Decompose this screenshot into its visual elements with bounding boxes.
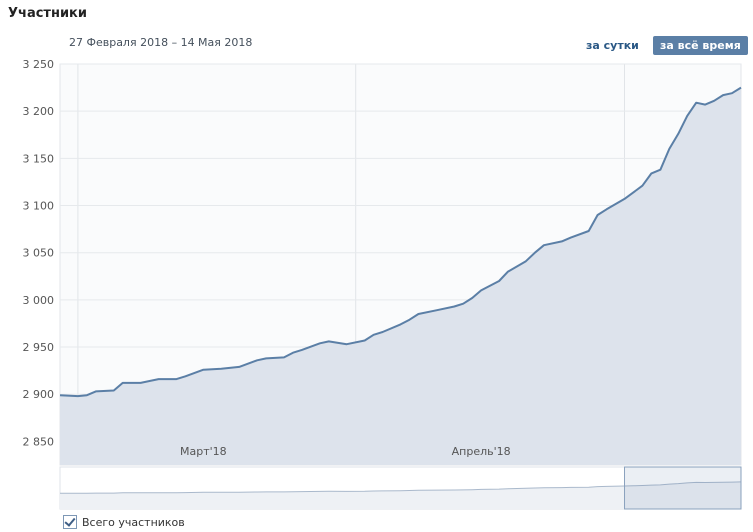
page-title: Участники: [8, 6, 87, 21]
y-tick-label: 3 250: [23, 58, 55, 71]
period-all-button[interactable]: за всё время: [653, 36, 748, 55]
y-tick-label: 2 850: [23, 435, 55, 448]
navigator-selection: [624, 466, 742, 510]
members-chart: 3 250 3 200 3 150 3 100 3 050 3 000 2 950 2 900…: [23, 58, 742, 510]
y-tick-label: 3 000: [23, 294, 55, 307]
y-tick-label: 2 950: [23, 341, 55, 354]
legend: Всего участников: [63, 514, 185, 530]
y-tick-label: 3 200: [23, 105, 55, 118]
legend-label: Всего участников: [82, 515, 185, 529]
navigator-area: [60, 481, 741, 509]
date-range: 27 Февраля 2018 – 14 Мая 2018: [69, 36, 253, 49]
x-month-label: Апрель'18: [452, 445, 511, 458]
series-area: [60, 87, 741, 465]
y-tick-label: 3 050: [23, 247, 55, 260]
y-tick-label: 3 150: [23, 152, 55, 165]
y-tick-label: 2 900: [23, 388, 55, 401]
legend-checkbox[interactable]: [63, 515, 77, 529]
navigator-line: [60, 481, 742, 494]
series-line: [59, 86, 742, 398]
x-month-label: Март'18: [180, 445, 227, 458]
y-tick-label: 3 100: [23, 200, 55, 213]
period-day-button[interactable]: за сутки: [586, 39, 639, 52]
